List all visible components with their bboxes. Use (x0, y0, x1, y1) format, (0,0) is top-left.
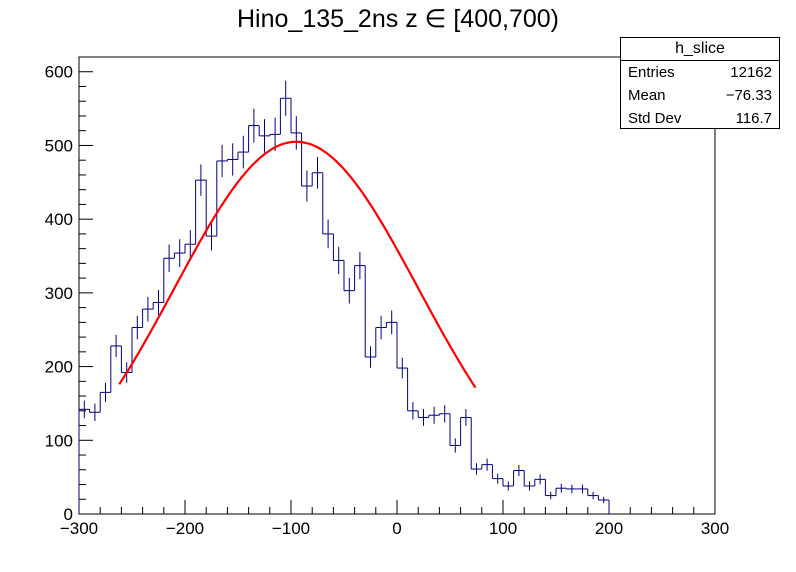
x-tick-label: −100 (272, 519, 310, 538)
chart-title: Hino_135_2ns z ∈ [400,700) (237, 5, 559, 33)
histogram-error-bars (83, 80, 605, 504)
y-tick-label: 600 (45, 63, 73, 82)
y-tick-label: 200 (45, 358, 73, 377)
x-tick-label: −200 (166, 519, 204, 538)
y-tick-label: 100 (45, 431, 73, 450)
y-tick-label: 500 (45, 136, 73, 155)
stats-entries-label: Entries (628, 64, 675, 81)
y-tick-label: 300 (45, 284, 73, 303)
stats-mean-row: Mean −76.33 (621, 84, 779, 107)
stats-title: h_slice (621, 38, 779, 61)
y-axis: 0 100 200 300 400 500 600 (45, 56, 93, 524)
x-tick-label: 200 (595, 519, 623, 538)
stats-entries-value: 12162 (730, 64, 772, 81)
stats-mean-value: −76.33 (725, 87, 772, 104)
x-tick-label: 300 (701, 519, 729, 538)
stats-box: h_slice Entries 12162 Mean −76.33 Std De… (620, 37, 780, 129)
y-tick-label: 0 (64, 505, 73, 524)
x-tick-label: 100 (489, 519, 517, 538)
stats-stddev-value: 116.7 (735, 110, 772, 127)
stats-stddev-row: Std Dev 116.7 (621, 107, 779, 130)
y-tick-label: 400 (45, 210, 73, 229)
fit-curve (118, 140, 477, 389)
stats-stddev-label: Std Dev (628, 110, 682, 127)
stats-mean-label: Mean (628, 87, 666, 104)
x-tick-label: 0 (392, 519, 401, 538)
x-tick-label: −300 (60, 519, 98, 538)
x-axis: −300 −200 −100 0 100 200 300 (60, 500, 729, 538)
stats-entries-row: Entries 12162 (621, 61, 779, 84)
